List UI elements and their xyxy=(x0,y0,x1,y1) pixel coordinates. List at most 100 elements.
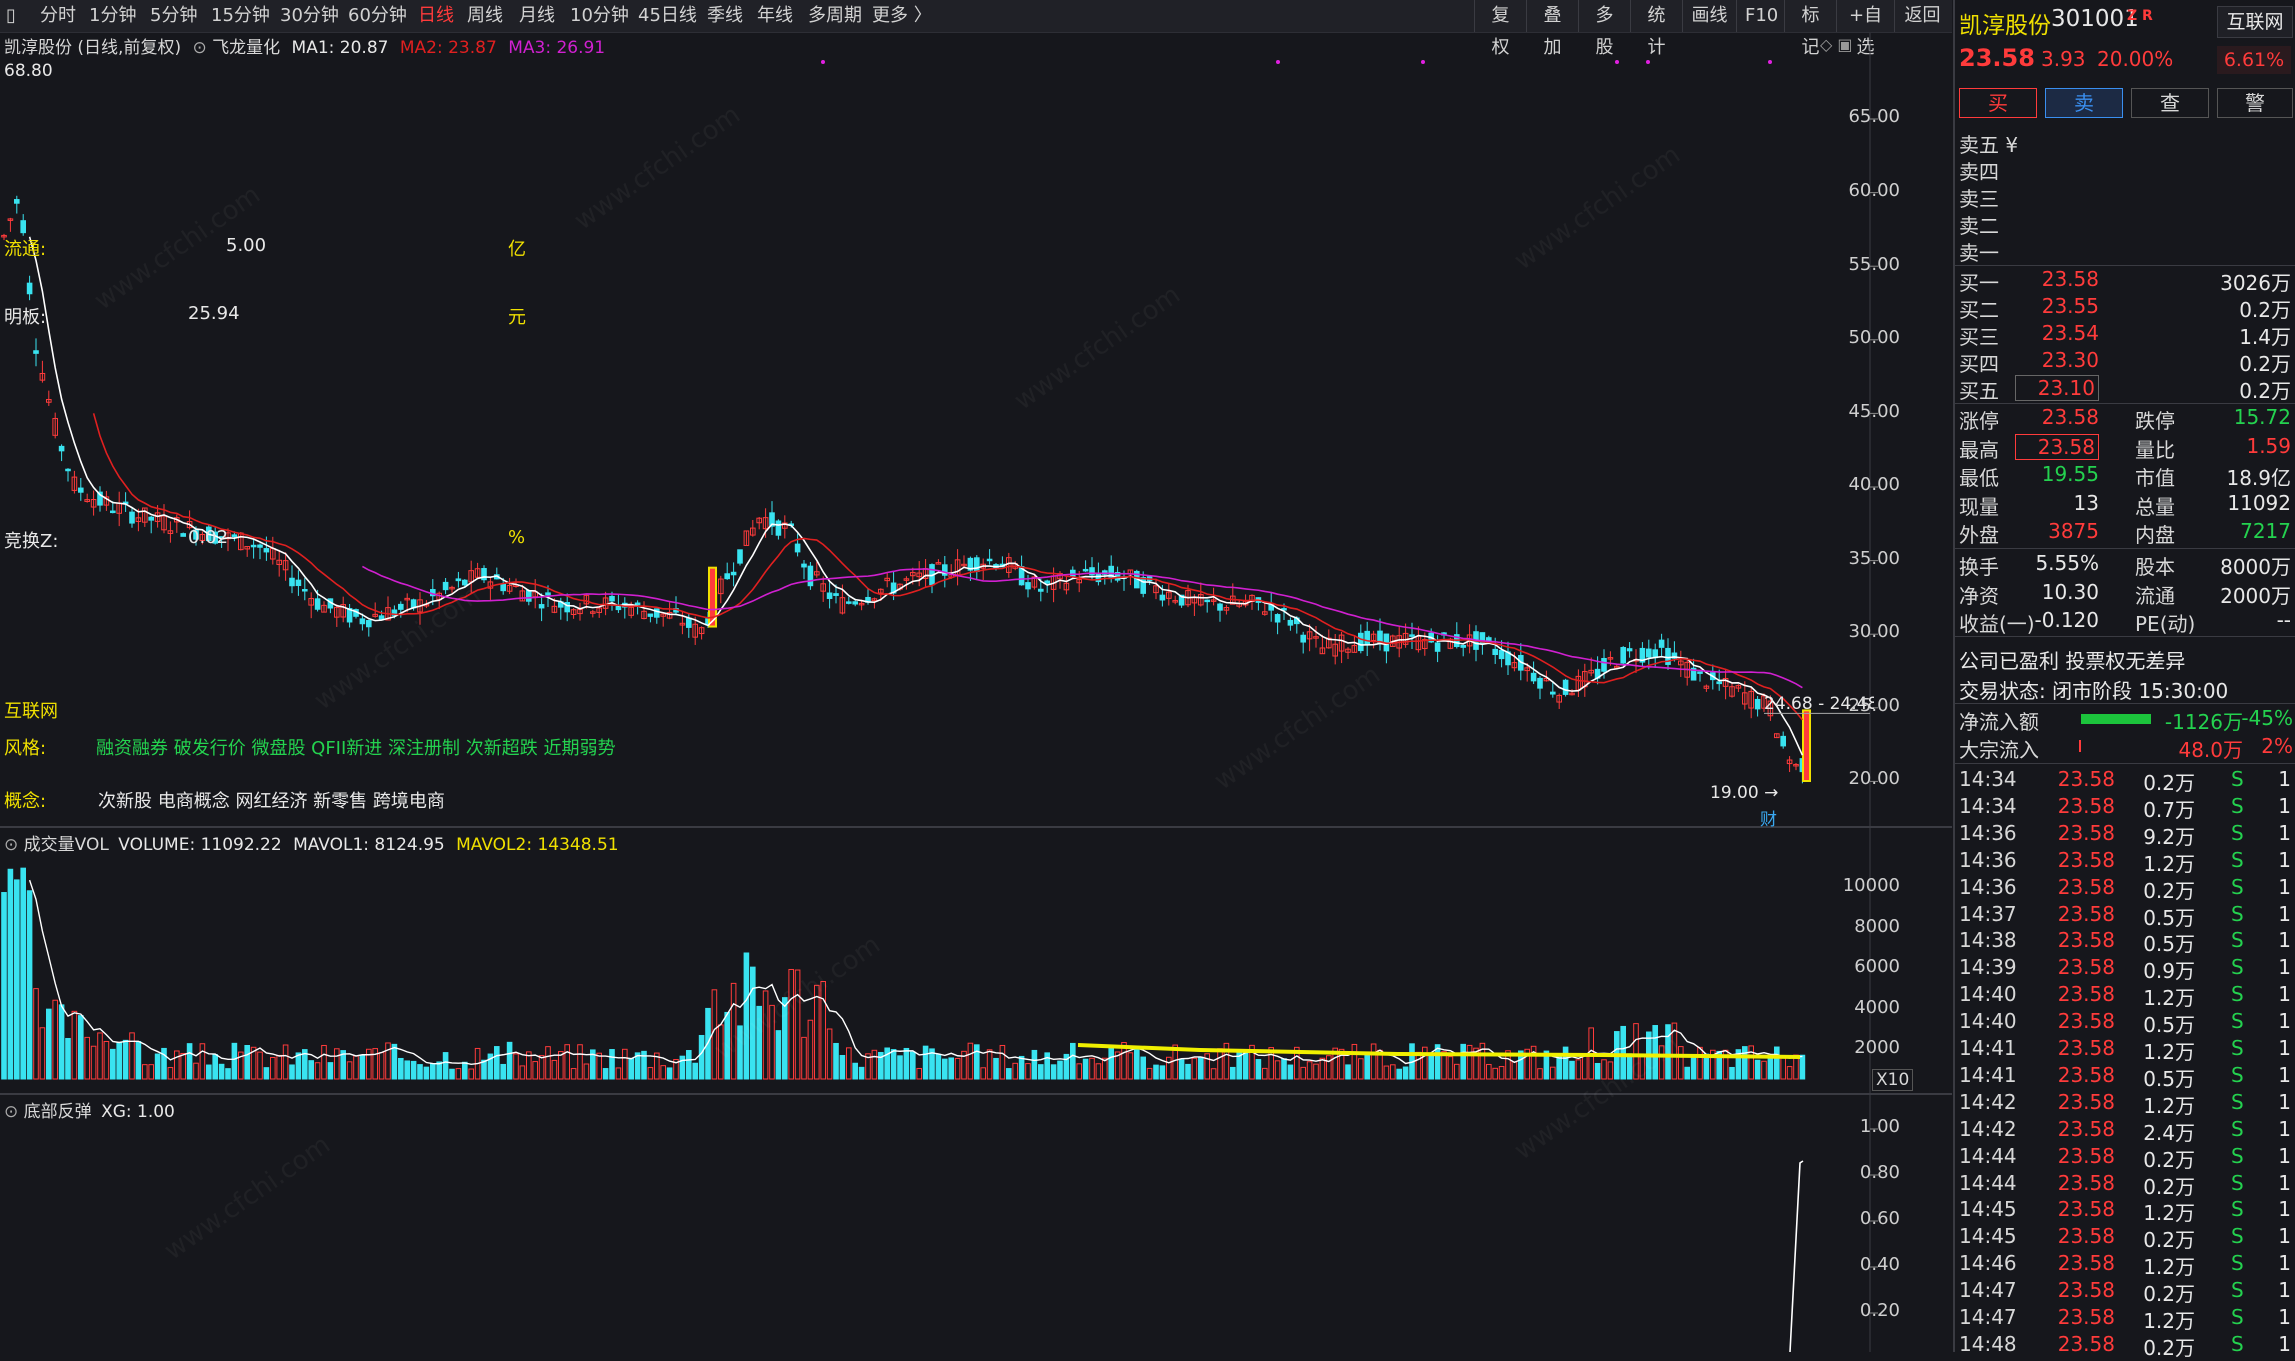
candle-body xyxy=(519,590,526,602)
multi-stock-button[interactable]: 多股 xyxy=(1578,0,1630,58)
collapse-icon[interactable]: ⊙ xyxy=(192,38,207,58)
volume-bar xyxy=(865,1053,871,1080)
buy-level-2: 买二 23.55 0.2万 xyxy=(1955,294,2295,322)
volume-bar xyxy=(1511,1061,1518,1080)
candle-body xyxy=(33,350,39,354)
volume-bar xyxy=(65,1037,71,1080)
chart-options-icon[interactable]: ◇ ▣ xyxy=(1820,35,1853,54)
y-tick: 45.00 xyxy=(1848,401,1900,422)
volume-bar xyxy=(1594,1062,1601,1080)
candle-body xyxy=(974,557,980,573)
candle-body xyxy=(737,549,743,564)
period-tab[interactable]: 年线 xyxy=(757,5,793,26)
buy-level-4: 买四 23.30 0.2万 xyxy=(1955,348,2295,376)
collapse-icon[interactable]: ⊙ xyxy=(4,835,19,855)
xg-title: 底部反弹 xyxy=(23,1102,92,1122)
candle-body xyxy=(1262,611,1268,615)
f10-button[interactable]: F10 xyxy=(1736,0,1784,32)
candle-body xyxy=(1178,594,1185,606)
volume-bar xyxy=(935,1053,942,1080)
financial-report-marker[interactable]: 财 xyxy=(1760,810,1777,830)
stat-label: 内盘 xyxy=(2135,523,2175,547)
period-tab[interactable]: 15分钟 xyxy=(211,5,270,26)
period-tab[interactable]: 10分钟 xyxy=(570,5,629,26)
period-tab-active[interactable]: 日线 xyxy=(418,5,454,26)
kline-svg[interactable] xyxy=(0,33,1952,1352)
candle-body xyxy=(1607,657,1614,660)
candle-body xyxy=(1364,630,1371,645)
period-tab[interactable]: 周线 xyxy=(467,5,503,26)
y-tick: 65.00 xyxy=(1848,106,1900,127)
sell-button[interactable]: 卖 xyxy=(2045,88,2123,118)
volume-bar xyxy=(852,1062,859,1080)
candle-body xyxy=(1748,690,1755,709)
period-tab[interactable]: 45日线 xyxy=(638,5,697,26)
candle-body xyxy=(884,577,891,582)
period-tab[interactable]: 分时 xyxy=(40,5,76,26)
volume-bar xyxy=(762,990,769,1080)
alert-button[interactable]: 警 xyxy=(2217,88,2293,118)
volume-bar xyxy=(1217,1048,1223,1080)
tick-row: 14:41 23.58 0.5万 S 1 xyxy=(1955,1062,2295,1091)
tick-volume: 0.2万 xyxy=(2143,878,2195,903)
collapse-icon[interactable]: ⊙ xyxy=(4,1102,19,1122)
candle-body xyxy=(1562,679,1569,695)
candle-body xyxy=(455,578,462,582)
tick-count: 1 xyxy=(2278,1062,2291,1087)
buy-level-3: 买三 23.54 1.4万 xyxy=(1955,321,2295,349)
volume-bar xyxy=(1127,1052,1134,1080)
tick-row: 14:45 23.58 0.2万 S 1 xyxy=(1955,1224,2295,1252)
buy-button[interactable]: 买 xyxy=(1959,88,2037,118)
volume-value: VOLUME: 11092.22 xyxy=(118,835,282,855)
volume-bar xyxy=(410,1060,417,1080)
overlay-button[interactable]: 叠加 xyxy=(1526,0,1578,58)
period-tab[interactable]: 多周期 xyxy=(808,5,862,26)
mavol2-line xyxy=(1077,1043,1801,1059)
stats-button[interactable]: 统计 xyxy=(1630,0,1682,58)
tick-price: 23.58 xyxy=(2057,928,2115,953)
period-tab[interactable]: 30分钟 xyxy=(280,5,339,26)
tick-side: S xyxy=(2231,901,2244,926)
candle-body xyxy=(1345,648,1351,653)
mark-button[interactable]: 标记 xyxy=(1784,0,1836,58)
tick-row: 14:46 23.58 1.2万 S 1 xyxy=(1955,1251,2295,1279)
candle-body xyxy=(679,622,686,626)
tick-count: 1 xyxy=(2278,982,2291,1007)
candle-body xyxy=(1550,691,1556,695)
volume-bar xyxy=(692,1062,699,1080)
volume-bar xyxy=(1454,1063,1460,1080)
menu-icon[interactable]: ▯ xyxy=(6,5,16,26)
candle-body xyxy=(142,507,148,523)
add-watchlist-button[interactable]: +自选 xyxy=(1836,0,1894,58)
price-line-label: 24.68 - 24.48 xyxy=(1764,694,1874,714)
candle-body xyxy=(852,601,859,605)
back-button[interactable]: 返回 xyxy=(1894,0,1950,32)
candle-body xyxy=(359,618,366,625)
fuquan-button[interactable]: 复权 xyxy=(1474,0,1526,58)
kline-chart-area[interactable]: 凯淳股份 (日线,前复权) ⊙ 飞龙量化 MA1: 20.87 MA2: 23.… xyxy=(0,33,1952,1352)
volume-bar xyxy=(647,1067,654,1080)
candle-body xyxy=(1223,607,1230,611)
tick-time: 14:36 xyxy=(1959,820,2017,845)
query-button[interactable]: 查 xyxy=(2131,88,2209,118)
candle-body xyxy=(590,611,596,614)
volume-bar xyxy=(846,1047,852,1080)
period-tab[interactable]: 60分钟 xyxy=(348,5,407,26)
stat-value: 1.59 xyxy=(2246,433,2291,458)
period-tab[interactable]: 季线 xyxy=(707,5,743,26)
tick-count: 1 xyxy=(2278,767,2291,791)
candle-body xyxy=(839,597,846,614)
tick-price: 23.58 xyxy=(2057,1116,2115,1141)
tick-price: 23.58 xyxy=(2057,1224,2115,1249)
finance-row: 收益(一) -0.120 PE(动) -- xyxy=(1955,608,2295,636)
volume-bar xyxy=(660,1065,667,1080)
quote-panel: 凯淳股份 301001 Z R 互联网 6.61% 23.58 3.93 20.… xyxy=(1953,0,2295,1360)
period-tab[interactable]: 1分钟 xyxy=(89,5,137,26)
sector-button[interactable]: 互联网 xyxy=(2217,6,2293,38)
more-periods-button[interactable]: 更多 〉 xyxy=(872,5,932,26)
draw-line-button[interactable]: 画线 xyxy=(1682,0,1736,32)
period-tab[interactable]: 月线 xyxy=(519,5,555,26)
volume-bar xyxy=(244,1045,250,1080)
period-tab[interactable]: 5分钟 xyxy=(150,5,198,26)
volume-bar xyxy=(1281,1058,1287,1080)
